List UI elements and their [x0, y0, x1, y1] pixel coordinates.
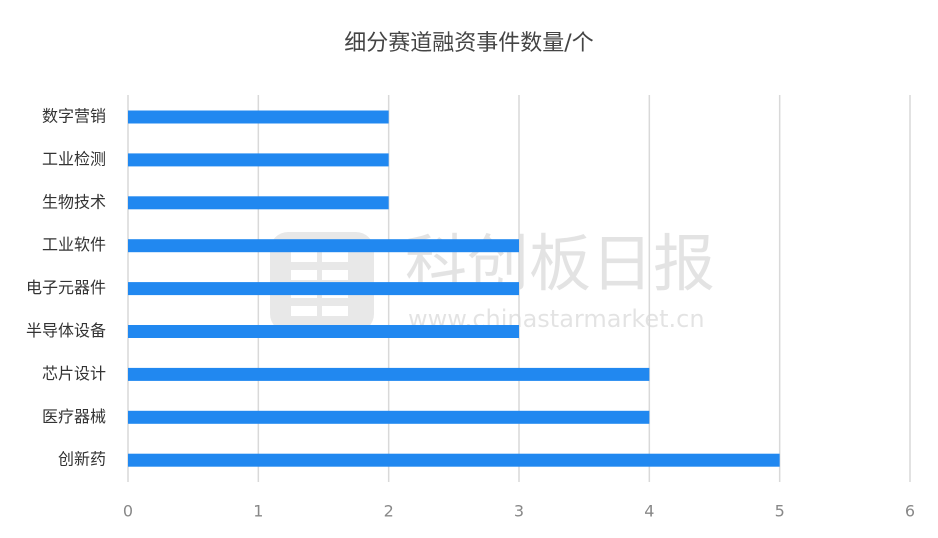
y-tick-label: 工业软件: [42, 235, 106, 254]
chart-title: 细分赛道融资事件数量/个: [344, 31, 593, 56]
bar: [128, 367, 650, 381]
x-tick-label: 3: [514, 502, 524, 521]
bar: [128, 153, 389, 167]
y-tick-label: 半导体设备: [26, 321, 106, 340]
bar: [128, 453, 780, 467]
y-tick-label: 数字营销: [42, 107, 106, 126]
x-tick-label: 6: [905, 502, 915, 521]
bar: [128, 282, 519, 296]
x-tick-label: 1: [253, 502, 263, 521]
x-tick-label: 5: [775, 502, 785, 521]
bar: [128, 110, 389, 124]
y-tick-label: 芯片设计: [42, 364, 106, 383]
bar: [128, 239, 519, 253]
y-tick-label: 创新药: [58, 450, 106, 469]
x-tick-label: 2: [384, 502, 394, 521]
y-tick-label: 电子元器件: [26, 278, 106, 297]
y-tick-label: 工业检测: [42, 149, 106, 168]
watermark-logo: [270, 232, 374, 332]
y-tick-label: 生物技术: [42, 192, 106, 211]
y-tick-label: 医疗器械: [42, 407, 106, 426]
bar: [128, 325, 519, 338]
x-tick-label: 0: [123, 502, 133, 521]
bar: [128, 196, 389, 210]
bar: [128, 410, 650, 424]
x-tick-label: 4: [644, 502, 654, 521]
